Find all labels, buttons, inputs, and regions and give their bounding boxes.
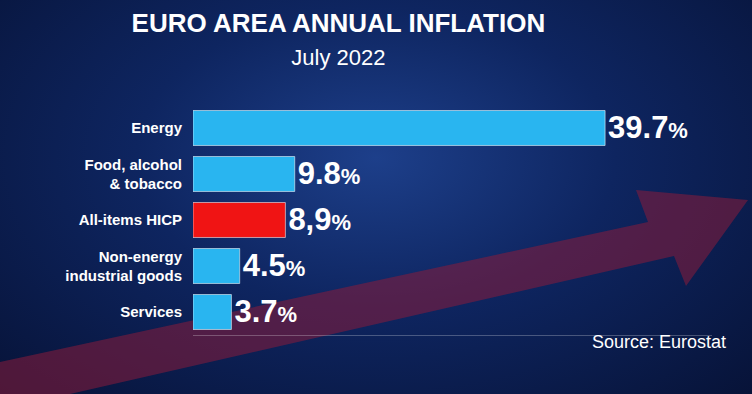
svg-text:39.7%: 39.7% [608, 110, 688, 145]
svg-text:Non-energyindustrial goods: Non-energyindustrial goods [65, 248, 182, 285]
svg-text:Food, alcohol& tobacco: Food, alcohol& tobacco [85, 156, 183, 193]
svg-text:9.8%: 9.8% [298, 156, 361, 191]
svg-text:Energy: Energy [131, 119, 183, 136]
svg-text:8,9%: 8,9% [288, 202, 351, 237]
svg-text:3.7%: 3.7% [234, 294, 297, 329]
svg-text:Services: Services [120, 303, 182, 320]
svg-text:4.5%: 4.5% [243, 248, 306, 283]
svg-text:Source: Eurostat: Source: Eurostat [592, 332, 726, 352]
svg-text:EURO AREA ANNUAL INFLATIONJuly: EURO AREA ANNUAL INFLATIONJuly 2022 [132, 8, 546, 71]
svg-text:All-items HICP: All-items HICP [79, 211, 182, 228]
